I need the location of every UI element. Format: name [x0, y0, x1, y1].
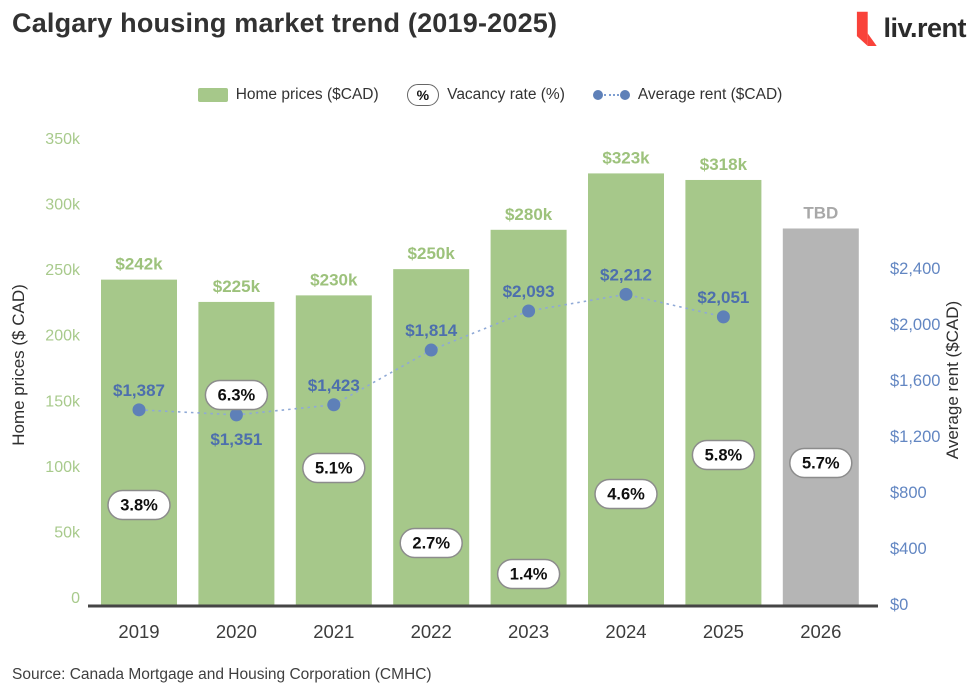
- rent-point-2019: [132, 403, 146, 417]
- home-prices-swatch-icon: [197, 88, 228, 102]
- vacancy-badge-label-2021: 5.1%: [315, 460, 353, 478]
- vacancy-badge-2026: [789, 447, 853, 479]
- x-tick-2026: 2026: [800, 621, 841, 642]
- vacancy-badge-label-2024: 4.6%: [607, 486, 645, 504]
- bar-value-label-2024: $323k: [602, 148, 650, 167]
- price-tick-300k: 300k: [45, 197, 81, 214]
- rent-point-2021: [327, 398, 341, 412]
- rent-point-2023: [522, 304, 536, 318]
- bar-value-label-2026: TBD: [803, 203, 838, 222]
- legend-average-rent-label: Average rent ($CAD): [637, 86, 783, 103]
- vacancy-badge-2020: [204, 379, 269, 411]
- legend-vacancy-rate-label: Vacancy rate (%): [447, 86, 565, 103]
- bar-2024: [588, 173, 664, 606]
- right-axis-title: Average rent ($CAD): [943, 301, 962, 459]
- rent-label-2020: $1,351: [210, 430, 262, 449]
- brand-name: liv.rent: [883, 12, 966, 43]
- bar-value-label-2020: $225k: [213, 277, 261, 296]
- rent-tick-0: $0: [890, 596, 908, 614]
- price-tick-100k: 100k: [45, 459, 81, 476]
- vacancy-badge-label-2025: 5.8%: [705, 447, 743, 465]
- bar-2023: [490, 229, 567, 607]
- rent-tick-1: $400: [890, 540, 927, 558]
- legend-item-vacancy-rate: % Vacancy rate (%): [406, 84, 565, 106]
- vacancy-badge-label-2023: 1.4%: [510, 566, 548, 584]
- bar-2019: [101, 279, 177, 606]
- price-tick-150k: 150k: [45, 393, 81, 410]
- brand-logo: liv.rent: [852, 10, 966, 46]
- x-tick-2023: 2023: [508, 621, 549, 642]
- price-tick-50k: 50k: [54, 524, 81, 541]
- rent-point-2025: [716, 310, 730, 324]
- rent-label-2025: $2,051: [697, 288, 749, 307]
- left-axis-title: Home prices ($ CAD): [9, 284, 28, 446]
- page-title: Calgary housing market trend (2019-2025): [12, 8, 558, 38]
- bar-value-label-2021: $230k: [310, 270, 358, 289]
- vacancy-badge-label-2022: 2.7%: [412, 535, 450, 553]
- rent-point-2020: [229, 408, 243, 422]
- vacancy-badge-2024: [594, 478, 658, 510]
- vacancy-badge-2023: [496, 558, 561, 590]
- bar-2020: [198, 301, 275, 606]
- legend-item-home-prices: Home prices ($CAD): [197, 86, 379, 104]
- price-tick-350k: 350k: [45, 131, 81, 148]
- x-tick-2022: 2022: [411, 621, 452, 642]
- rent-tick-2: $800: [890, 484, 927, 502]
- vacancy-badge-2025: [691, 439, 756, 471]
- bar-2021: [295, 295, 372, 606]
- vacancy-badge-2019: [107, 489, 171, 521]
- bar-value-label-2019: $242k: [115, 255, 163, 274]
- rent-label-2022: $1,814: [405, 321, 458, 340]
- x-tick-2021: 2021: [313, 621, 354, 642]
- price-tick-200k: 200k: [45, 328, 81, 345]
- vacancy-badge-label-2026: 5.7%: [802, 455, 840, 473]
- chart-legend: Home prices ($CAD) % Vacancy rate (%) Av…: [0, 84, 980, 106]
- x-tick-2019: 2019: [118, 621, 159, 642]
- rent-dotline-icon: [592, 90, 630, 100]
- price-tick-0: 0: [71, 590, 80, 607]
- legend-item-average-rent: Average rent ($CAD): [592, 86, 783, 104]
- percent-pill-icon: %: [406, 84, 440, 106]
- rent-tick-3: $1,200: [890, 428, 940, 446]
- livrent-logo-icon: [857, 11, 878, 46]
- source-note: Source: Canada Mortgage and Housing Corp…: [12, 666, 432, 683]
- legend-home-prices-label: Home prices ($CAD): [235, 86, 379, 103]
- bar-2025: [685, 179, 762, 607]
- rent-label-2021: $1,423: [308, 376, 360, 395]
- vacancy-badge-label-2020: 6.3%: [218, 387, 256, 405]
- bar-value-label-2025: $318k: [700, 155, 748, 174]
- rent-label-2023: $2,093: [503, 282, 555, 301]
- vacancy-badge-2021: [302, 452, 366, 484]
- vacancy-badge-2022: [399, 527, 463, 559]
- x-tick-2020: 2020: [216, 621, 257, 642]
- bar-value-label-2022: $250k: [408, 244, 456, 263]
- x-tick-2025: 2025: [703, 621, 744, 642]
- vacancy-badge-label-2019: 3.8%: [120, 497, 158, 515]
- price-tick-250k: 250k: [45, 262, 81, 279]
- rent-point-2022: [424, 343, 438, 357]
- rent-label-2019: $1,387: [113, 381, 165, 400]
- rent-label-2024: $2,212: [600, 265, 652, 284]
- rent-point-2024: [619, 287, 633, 301]
- rent-tick-4: $1,600: [890, 372, 940, 390]
- x-tick-2024: 2024: [605, 621, 646, 642]
- bar-value-label-2023: $280k: [505, 205, 553, 224]
- header: Calgary housing market trend (2019-2025)…: [0, 0, 980, 60]
- rent-tick-5: $2,000: [890, 316, 940, 334]
- bar-2026: [782, 228, 859, 606]
- rent-tick-6: $2,400: [890, 260, 940, 278]
